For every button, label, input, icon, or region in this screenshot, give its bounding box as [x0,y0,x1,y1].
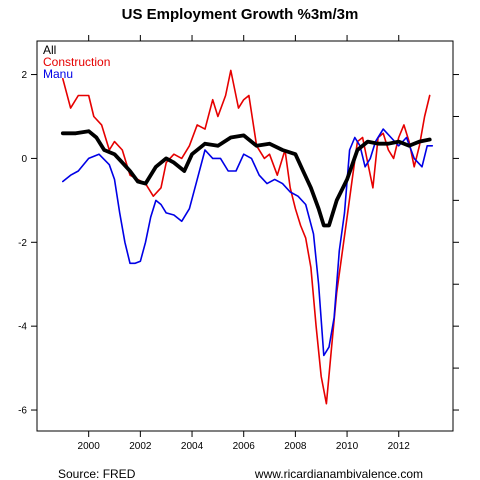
plot-frame [36,40,454,432]
footer-source: Source: FRED [58,467,136,480]
y-tick-label: 2 [21,70,27,81]
footer-website: www.ricardianambivalence.com [254,467,423,480]
x-axis: 2000 2002 2004 2006 2008 2010 2012 [78,35,411,452]
series-line-all [60,129,432,228]
legend-entry-manu: Manu [43,67,73,81]
x-tick-label: 2010 [336,441,359,452]
y-tick-label: -4 [18,322,27,333]
series-line-manu [61,128,434,357]
y-tick-label: -2 [18,238,27,249]
series-layer [60,69,434,405]
x-tick-label: 2012 [388,441,411,452]
x-tick-label: 2008 [284,441,307,452]
y-axis: 2 0 -2 -4 -6 [18,70,459,417]
series-line-construction [61,69,431,405]
x-tick-label: 2004 [181,441,204,452]
y-tick-label: 0 [21,154,27,165]
x-tick-label: 2006 [233,441,256,452]
y-tick-label: -6 [18,406,27,417]
chart-title: US Employment Growth %3m/3m [122,6,359,23]
legend-entry-construction: Construction [43,55,110,69]
legend-entry-all: All [43,43,56,57]
x-tick-label: 2002 [129,441,152,452]
x-tick-label: 2000 [78,441,101,452]
legend: All Construction Manu [43,43,110,81]
